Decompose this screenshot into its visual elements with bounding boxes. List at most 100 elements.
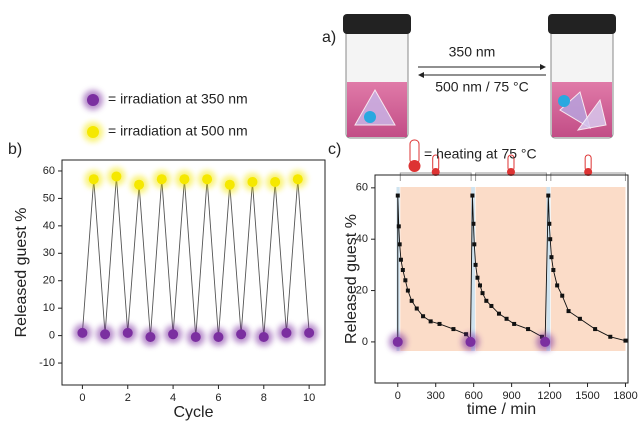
marker	[549, 255, 554, 260]
arrow-head	[540, 64, 546, 70]
marker	[395, 193, 400, 198]
y-tick-label: 40	[43, 220, 55, 232]
marker	[409, 298, 414, 303]
marker	[421, 314, 426, 319]
marker	[560, 293, 565, 298]
x-tick-label: 900	[502, 390, 520, 402]
marker	[414, 306, 419, 311]
arrow-head	[418, 72, 424, 78]
marker	[281, 327, 292, 338]
y-tick-label: 60	[356, 182, 368, 194]
marker	[551, 268, 556, 273]
marker	[477, 283, 482, 288]
y-tick-label: -10	[39, 357, 55, 369]
data-line	[81, 176, 310, 338]
y-axis-label: Released guest %	[343, 214, 360, 344]
y-tick-label: 10	[43, 302, 55, 314]
marker	[397, 242, 402, 247]
marker	[547, 221, 552, 226]
arrow-label: 500 nm / 75 °C	[435, 79, 529, 95]
marker	[179, 174, 190, 185]
x-axis-label: Cycle	[173, 404, 213, 421]
marker	[396, 224, 401, 229]
marker	[202, 174, 213, 185]
marker	[403, 278, 408, 283]
y-tick-label: 20	[43, 275, 55, 287]
marker	[168, 329, 179, 340]
heating-band	[475, 187, 547, 351]
x-tick-label: 300	[427, 390, 445, 402]
marker	[548, 237, 553, 242]
marker	[224, 179, 235, 190]
marker	[270, 176, 281, 187]
y-tick-label: 0	[49, 330, 55, 342]
y-tick-label: 50	[43, 192, 55, 204]
marker	[504, 316, 509, 321]
marker	[623, 338, 628, 343]
cap	[343, 14, 411, 34]
legend-label: = irradiation at 500 nm	[108, 123, 248, 139]
y-tick-label: 30	[43, 247, 55, 259]
legend-label: = irradiation at 350 nm	[108, 91, 248, 107]
marker	[526, 327, 531, 332]
x-tick-label: 1800	[613, 390, 637, 402]
legend-label: = heating at 75 °C	[424, 146, 537, 162]
x-tick-label: 1500	[575, 390, 599, 402]
marker	[489, 303, 494, 308]
heating-band	[550, 187, 626, 351]
marker	[213, 331, 224, 342]
x-tick-label: 8	[261, 392, 267, 404]
marker	[100, 329, 111, 340]
marker	[156, 174, 167, 185]
marker	[608, 334, 613, 339]
marker	[392, 336, 403, 347]
x-tick-label: 0	[79, 392, 85, 404]
heating-band	[400, 187, 472, 351]
marker	[484, 298, 489, 303]
marker	[472, 242, 477, 247]
marker	[555, 283, 560, 288]
marker	[566, 309, 571, 314]
marker	[88, 174, 99, 185]
marker	[512, 321, 517, 326]
marker	[475, 275, 480, 280]
marker	[480, 291, 485, 296]
x-tick-label: 0	[395, 390, 401, 402]
y-axis-label: Released guest %	[13, 208, 30, 338]
marker	[111, 171, 122, 182]
thermometer-bulb	[431, 168, 440, 176]
cap	[548, 14, 616, 34]
marker	[134, 179, 145, 190]
marker	[145, 331, 156, 342]
marker	[400, 268, 405, 273]
panel-label: a)	[322, 29, 336, 46]
scheme: a) 350 nm 500 nm / 75 °C	[322, 14, 616, 139]
thermometer-bulb	[506, 168, 515, 176]
marker	[428, 319, 433, 324]
thermometer-bulb	[408, 160, 421, 172]
legend-marker	[87, 94, 99, 106]
marker	[437, 321, 442, 326]
marker	[546, 193, 551, 198]
marker	[77, 327, 88, 338]
x-tick-label: 600	[464, 390, 482, 402]
irradiation-band	[470, 187, 475, 351]
plot-frame	[374, 174, 629, 384]
y-tick-label: 60	[43, 165, 55, 177]
y-tick-label: 20	[356, 284, 368, 296]
x-tick-label: 10	[303, 392, 315, 404]
crystal	[576, 98, 607, 131]
marker	[540, 336, 551, 347]
arrow-label: 350 nm	[449, 44, 496, 60]
legend-marker	[87, 126, 99, 138]
x-axis-label: time / min	[467, 401, 536, 418]
thermometer-bulb	[584, 168, 593, 176]
marker	[465, 336, 476, 347]
marker	[122, 327, 133, 338]
marker	[292, 174, 303, 185]
marker	[593, 327, 598, 332]
panel-label: c)	[328, 141, 341, 158]
marker	[304, 327, 315, 338]
marker	[451, 327, 456, 332]
